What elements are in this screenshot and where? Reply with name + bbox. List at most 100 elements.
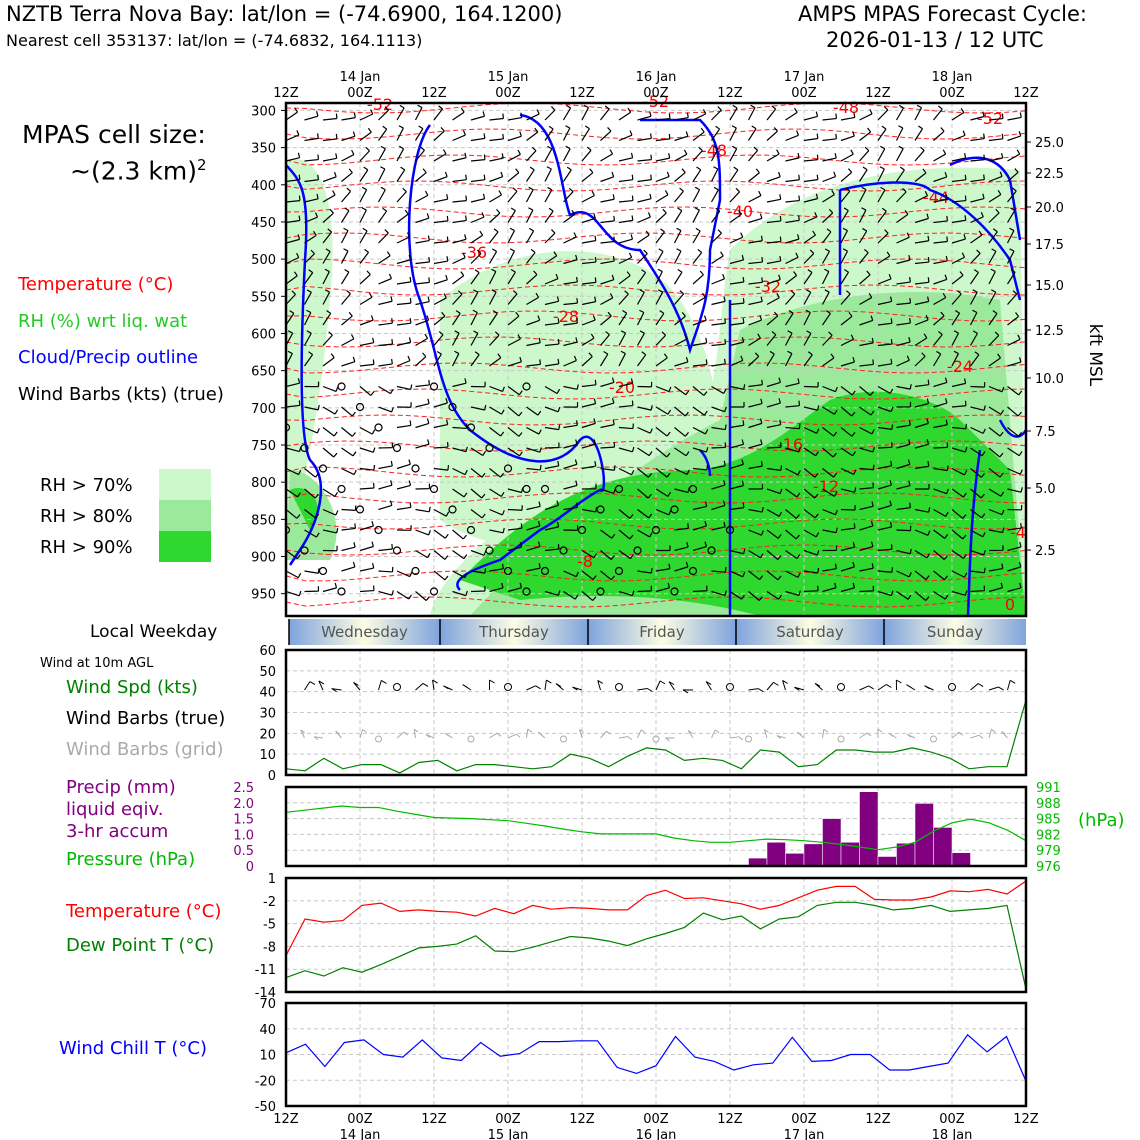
wind-barb bbox=[896, 548, 912, 555]
wind-barb bbox=[563, 187, 574, 203]
wind-barb bbox=[951, 350, 959, 367]
wind-barb bbox=[933, 330, 943, 346]
wind-barb bbox=[766, 350, 775, 367]
wind-barb bbox=[692, 337, 708, 347]
weekday-label: Thursday bbox=[478, 623, 549, 641]
wind-barb bbox=[396, 337, 412, 347]
wind-barb bbox=[859, 292, 873, 306]
wind-barb bbox=[286, 550, 301, 560]
calm-marker bbox=[503, 464, 513, 473]
pressure-tick-label: 976 bbox=[1036, 860, 1061, 875]
calm-marker bbox=[651, 525, 661, 535]
wind-barb bbox=[396, 104, 405, 121]
wind-barb bbox=[378, 296, 393, 306]
y-tick-label: -2 bbox=[263, 895, 276, 910]
wind-barb bbox=[341, 356, 356, 367]
wind-barb bbox=[785, 234, 800, 244]
wind-barb bbox=[896, 166, 905, 182]
wind-barb bbox=[341, 131, 356, 142]
wind-barb bbox=[655, 427, 671, 437]
weekday-label: Saturday bbox=[776, 623, 844, 641]
wind-barb bbox=[359, 207, 367, 223]
wind-barb bbox=[729, 298, 745, 306]
wind-barb bbox=[415, 296, 430, 306]
height-tick-label: 25.0 bbox=[1035, 136, 1064, 151]
wind-barb bbox=[470, 249, 482, 264]
calm-marker bbox=[411, 566, 420, 576]
wind-barb bbox=[415, 529, 431, 536]
wind-barb bbox=[674, 467, 690, 475]
wind-barb bbox=[396, 459, 411, 470]
wind-barb bbox=[452, 130, 466, 142]
wind-barb bbox=[507, 268, 516, 285]
wind-barb bbox=[377, 145, 386, 162]
wind-barb bbox=[988, 208, 1000, 223]
wind-barb bbox=[822, 153, 837, 162]
wind-barb bbox=[766, 570, 782, 581]
calm-marker bbox=[429, 484, 439, 494]
wind-barb bbox=[729, 420, 745, 429]
wind-barb bbox=[785, 107, 798, 121]
isotherm bbox=[286, 440, 1026, 452]
wind-barb-grid bbox=[763, 728, 769, 739]
wind-barb bbox=[914, 529, 931, 536]
wind-barb-true bbox=[443, 685, 453, 691]
wind-barb bbox=[322, 527, 339, 534]
temperature-label: -4 bbox=[1010, 523, 1026, 542]
wind-barb bbox=[600, 293, 614, 306]
wind-barb bbox=[581, 461, 597, 470]
wind-barb bbox=[304, 468, 320, 478]
wind-barb bbox=[655, 268, 663, 285]
wind-barb bbox=[803, 567, 820, 574]
wind-barb bbox=[692, 464, 709, 471]
wind-barb bbox=[526, 406, 542, 416]
precip-tick-label: 0 bbox=[246, 860, 254, 875]
wind-barb bbox=[341, 290, 351, 305]
wind-barb bbox=[674, 447, 690, 457]
wind-barb bbox=[692, 315, 707, 326]
wind-barb bbox=[359, 227, 368, 244]
wind-barb bbox=[618, 350, 626, 367]
y-tick-label: 60 bbox=[259, 644, 276, 659]
wind-barb bbox=[544, 145, 553, 162]
wind-barb bbox=[322, 248, 331, 264]
wind-barb bbox=[970, 193, 985, 203]
wind-barb bbox=[359, 541, 374, 552]
wind-barb bbox=[507, 447, 523, 457]
wind-barb bbox=[748, 439, 763, 449]
wind-barb bbox=[692, 109, 707, 121]
wind-barb bbox=[970, 447, 986, 457]
wind-barb bbox=[544, 318, 560, 326]
temp-label-0: Temperature (°C) bbox=[66, 901, 222, 922]
wind-barb-true bbox=[637, 688, 653, 692]
wind-barb bbox=[637, 381, 653, 388]
wind-barb bbox=[711, 339, 727, 347]
wind-barb bbox=[748, 352, 760, 367]
wind-barb-true bbox=[924, 685, 934, 691]
y-tick-label: 40 bbox=[259, 1023, 276, 1038]
wind-barb bbox=[840, 131, 855, 142]
wind-barb-grid bbox=[526, 728, 533, 739]
wind-barb bbox=[914, 570, 930, 581]
temperature-label: -24 bbox=[947, 357, 973, 376]
wind-barb bbox=[877, 318, 893, 326]
wind-barb bbox=[655, 353, 668, 367]
wind-barb bbox=[341, 467, 357, 476]
wind-barb bbox=[711, 385, 727, 394]
wind-barb bbox=[951, 423, 968, 430]
calm-marker bbox=[837, 735, 845, 743]
wind-barb bbox=[378, 229, 389, 244]
wind-barb bbox=[637, 111, 652, 121]
calm-marker bbox=[466, 423, 476, 432]
wind-barb bbox=[821, 268, 830, 285]
wind-barb bbox=[711, 567, 727, 573]
station-title: NZTB Terra Nova Bay: lat/lon = (-74.6900… bbox=[6, 2, 563, 26]
wind-barb bbox=[507, 427, 523, 437]
wind-barb bbox=[359, 337, 375, 347]
bottom-time-label: 12Z bbox=[717, 1112, 743, 1127]
top-time-label: 00Z bbox=[347, 86, 373, 101]
calm-marker bbox=[948, 683, 956, 691]
wind-barb bbox=[692, 501, 708, 511]
wind-barb bbox=[452, 550, 468, 560]
wind-barb bbox=[415, 591, 430, 601]
